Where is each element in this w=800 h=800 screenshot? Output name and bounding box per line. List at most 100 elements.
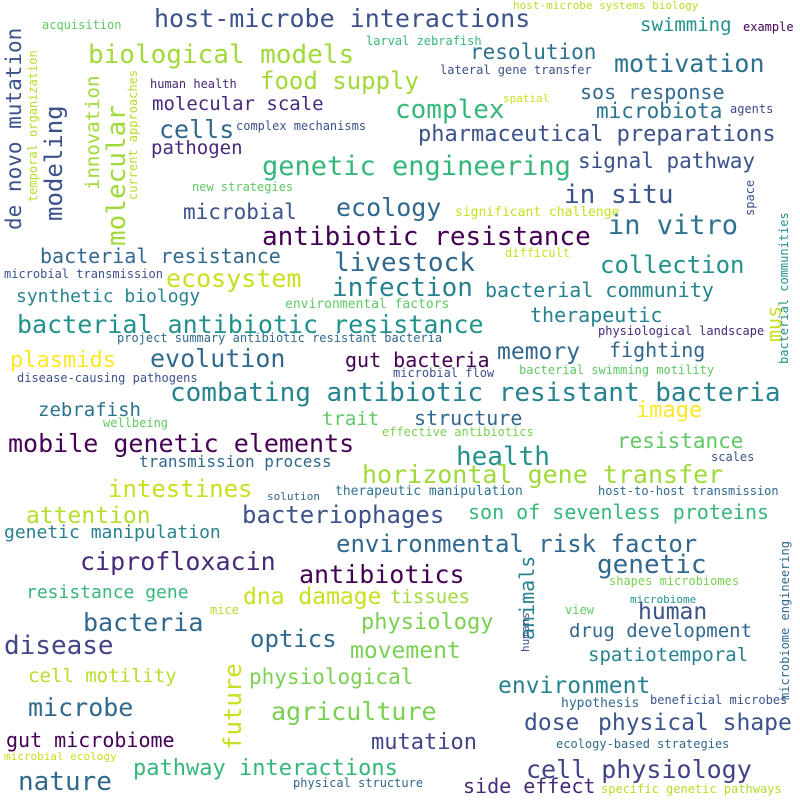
word-memory: memory	[497, 339, 581, 365]
word-microbial-transmission: microbial transmission	[4, 267, 163, 281]
word-view: view	[565, 603, 594, 617]
word-physiology: physiology	[361, 610, 494, 635]
word-transmission-process: transmission process	[139, 452, 332, 471]
word-modeling: modeling	[40, 105, 68, 221]
word-motivation: motivation	[614, 49, 765, 78]
word-cell-motility: cell motility	[28, 665, 177, 687]
word-horizontal-gene-transfer: horizontal gene transfer	[362, 460, 724, 489]
word-microbe: microbe	[28, 693, 134, 722]
word-dna-damage: dna damage	[243, 584, 382, 610]
word-microbiome-engineering: microbiome engineering	[778, 541, 792, 700]
word-mutation: mutation	[371, 730, 477, 755]
word-molecular: molecular	[102, 105, 132, 246]
word-microbial: microbial	[183, 200, 297, 224]
word-agriculture: agriculture	[271, 697, 437, 726]
word-mus: mus	[762, 305, 786, 342]
word-spatiotemporal: spatiotemporal	[588, 644, 749, 666]
word-humans: humans	[519, 612, 532, 652]
word-ecology-based-strategies: ecology-based strategies	[556, 737, 730, 751]
word-zebrafish: zebrafish	[38, 399, 141, 421]
word-attention: attention	[26, 503, 151, 529]
word-larval-zebrafish: larval zebrafish	[366, 34, 482, 48]
word-environmental-factors: environmental factors	[285, 297, 450, 312]
word-bacteria: bacteria	[83, 608, 204, 637]
word-infection: infection	[332, 273, 473, 303]
word-livestock: livestock	[334, 248, 475, 278]
word-molecular-scale: molecular scale	[152, 93, 324, 115]
word-evolution: evolution	[150, 344, 286, 373]
word-shapes-microbiomes: shapes microbiomes	[609, 574, 740, 588]
word-resolution: resolution	[470, 40, 597, 64]
word-genetic-engineering: genetic engineering	[262, 151, 571, 182]
word-gut-bacteria: gut bacteria	[345, 348, 490, 372]
word-beneficial-microbes: beneficial microbes	[650, 693, 788, 707]
word-bacterial-community: bacterial community	[485, 278, 714, 302]
word-food-supply: food supply	[260, 67, 419, 95]
word-innovation: innovation	[82, 75, 104, 190]
word-genetic-manipulation: genetic manipulation	[4, 522, 221, 543]
word-host-microbe-interactions: host-microbe interactions	[154, 4, 531, 33]
word-in-situ: in situ	[564, 180, 674, 210]
word-ciprofloxacin: ciprofloxacin	[80, 547, 276, 576]
word-host-to-host-transmission: host-to-host transmission	[598, 484, 779, 498]
word-tissues: tissues	[390, 586, 471, 608]
word-antibiotics: antibiotics	[299, 560, 465, 589]
word-optics: optics	[250, 625, 337, 653]
word-health: health	[456, 442, 550, 472]
word-scales: scales	[711, 450, 755, 464]
word-genetic: genetic	[597, 550, 707, 580]
word-therapeutic: therapeutic	[530, 303, 663, 327]
word-resistance: resistance	[617, 429, 744, 453]
word-disease-causing-pathogens: disease-causing pathogens	[17, 371, 198, 385]
word-cells: cells	[159, 115, 235, 144]
word-plasmids: plasmids	[10, 348, 116, 373]
word-son-of-sevenless-proteins: son of sevenless proteins	[468, 500, 770, 524]
word-swimming: swimming	[640, 14, 732, 36]
word-human-health: human health	[150, 77, 237, 91]
word-pathogen: pathogen	[151, 137, 243, 159]
word-spatial: spatial	[503, 92, 550, 105]
word-pathway-interactions: pathway interactions	[133, 756, 398, 781]
word-wellbeing: wellbeing	[103, 416, 169, 430]
word-acquisition: acquisition	[42, 18, 122, 32]
word-bacterial-swimming-motility: bacterial swimming motility	[519, 363, 715, 377]
word-mice: mice	[210, 603, 239, 617]
word-fighting: fighting	[609, 338, 706, 362]
word-microbial-flow: microbial flow	[393, 366, 495, 380]
word-antibiotic-resistance: antibiotic resistance	[262, 222, 591, 252]
word-signal-pathway: signal pathway	[578, 149, 756, 173]
word-microbiome: microbiome	[630, 593, 697, 606]
word-side-effect: side effect	[463, 774, 596, 798]
word-space: space	[743, 179, 757, 216]
word-physiological-landscape: physiological landscape	[598, 324, 765, 338]
word-lateral-gene-transfer: lateral gene transfer	[440, 63, 592, 77]
word-effective-antibiotics: effective antibiotics	[382, 425, 534, 439]
word-difficult: difficult	[505, 246, 571, 260]
word-structure: structure	[414, 406, 523, 430]
word-movement: movement	[350, 638, 461, 664]
word-environment: environment	[498, 673, 651, 699]
word-ecology: ecology	[336, 193, 442, 222]
word-drug-development: drug development	[569, 620, 753, 642]
word-human: human	[638, 599, 708, 625]
word-trait: trait	[322, 408, 380, 430]
word-sos-response: sos response	[580, 80, 725, 104]
word-bacterial-antibiotic-resistance: bacterial antibiotic resistance	[17, 310, 484, 339]
word-host-microbe-systems-biology: host-microbe systems biology	[513, 0, 699, 12]
word-dose: dose	[524, 710, 580, 736]
word-physical-shape: physical shape	[598, 710, 792, 736]
word-ecosystem: ecosystem	[166, 264, 302, 293]
word-physical-structure: physical structure	[293, 776, 424, 790]
word-synthetic-biology: synthetic biology	[16, 286, 201, 307]
word-disease: disease	[4, 631, 114, 661]
word-microbiota: microbiota	[596, 99, 723, 123]
word-temporal-organization: temporal organization	[26, 50, 40, 202]
word-complex: complex	[395, 95, 505, 125]
word-image: image	[636, 398, 703, 423]
word-complex-mechanisms: complex mechanisms	[236, 119, 367, 133]
word-physiological: physiological	[249, 665, 414, 689]
word-hypothesis: hypothesis	[561, 696, 640, 711]
word-new-strategies: new strategies	[192, 180, 294, 194]
word-cell-physiology: cell physiology	[526, 755, 752, 784]
